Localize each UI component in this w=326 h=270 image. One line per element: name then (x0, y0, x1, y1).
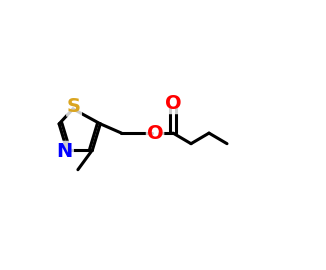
Text: O: O (147, 124, 163, 143)
Text: O: O (165, 94, 181, 113)
Text: S: S (67, 97, 81, 116)
Text: N: N (57, 142, 73, 161)
